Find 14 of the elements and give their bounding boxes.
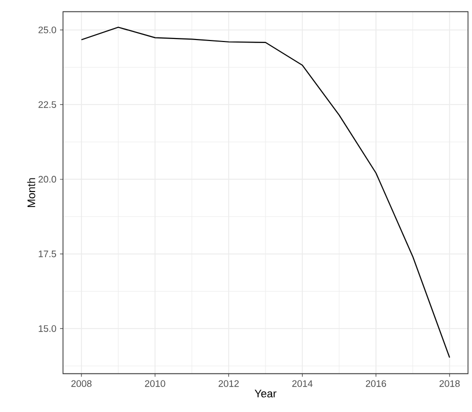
y-tick-label: 25.0 <box>38 26 56 34</box>
y-tick-label: 15.0 <box>38 325 56 332</box>
x-tick-label: 2014 <box>292 380 313 387</box>
y-tick-label: 22.5 <box>38 101 56 108</box>
x-tick-label: 2008 <box>71 380 92 387</box>
x-tick-label: 2012 <box>218 380 239 387</box>
y-axis-title: Month <box>27 178 36 208</box>
x-tick-label: 2016 <box>366 380 386 387</box>
y-tick-label: 17.5 <box>38 250 56 258</box>
x-axis-title: Year <box>254 390 276 398</box>
line-series <box>80 26 450 358</box>
y-tick-label: 20.0 <box>38 176 56 183</box>
x-tick-label: 2010 <box>144 380 166 387</box>
x-tick-label: 2018 <box>440 380 460 387</box>
